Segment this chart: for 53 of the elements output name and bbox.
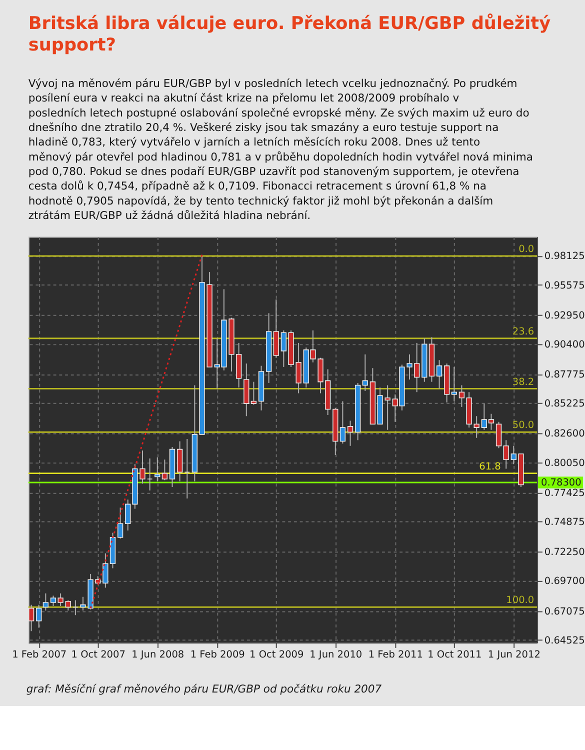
candlestick	[496, 421, 502, 449]
y-tick-label: 0.85225	[544, 398, 585, 410]
y-tick-label: 0.95575	[544, 280, 585, 292]
y-tick-label: 0.98125	[544, 251, 585, 262]
x-tick-label: 1 Feb 2007	[12, 650, 67, 661]
candlestick	[503, 440, 509, 470]
x-tick-label: 1 Oct 2007	[71, 650, 126, 661]
x-tick-label: 1 Jun 2012	[488, 650, 540, 661]
y-tick-label: 0.69700	[544, 576, 585, 588]
candlestick	[436, 360, 442, 390]
chart-title: Britská libra válcuje euro. Překoná EUR/GBP důležitý support?	[28, 13, 552, 56]
x-tick-label: 1 Oct 2011	[428, 650, 482, 661]
candlestick	[72, 600, 78, 616]
y-tick-label: 0.77425	[544, 488, 585, 499]
y-tick-label: 0.87775	[544, 370, 585, 381]
ref-line-label: 0.78300	[540, 477, 582, 488]
candlestick	[451, 366, 457, 402]
y-tick-label: 0.90400	[544, 340, 585, 351]
y-tick-label: 0.74875	[544, 517, 585, 528]
x-tick-label: 1 Oct 2009	[250, 650, 304, 661]
candlestick	[162, 459, 168, 481]
y-tick-label: 0.72250	[544, 547, 585, 558]
candlestick	[65, 600, 71, 612]
candlestick	[154, 456, 160, 482]
candlestick	[474, 416, 480, 438]
candlestick	[42, 592, 49, 612]
y-tick-label: 0.82600	[544, 428, 585, 440]
x-tick-label: 1 Jun 2008	[132, 650, 184, 661]
candlestick	[362, 354, 368, 392]
candlestick	[340, 400, 346, 444]
candlestick	[184, 438, 190, 499]
annotation: 0.0	[518, 244, 534, 256]
annotation: 38.2	[512, 376, 534, 388]
x-tick-label: 1 Jun 2010	[310, 650, 362, 661]
x-tick-label: 1 Feb 2011	[368, 650, 423, 661]
text: Vývoj na měnovém páru EUR/GBP byl v posledních letech vcelku jednoznačný. Po prudkém posílení eura v reakci na akutní část krize na přelomu let 2008/2009 probíhalo v posledních letech postupné oslabování společné evropské měny. Ze svých maxim už euro do dnešního dne ztratilo 20,4 %. Veškeré zisky jsou tak smazány a euro testuje support na hladině 0,783, který vytvářelo v jarních a letních měsících roku 2008. Dnes už tento měnový pár otevřel pod hladinou 0,781 a v průběhu dopoledních hodin vytvářel nová minima pod 0,780. Pokud se dnes podaří EUR/GBP uzavřít pod stanoveným supportem, je otevřena cesta dolů k 0,7454, případně až k 0,7109. Fibonacci retracement s úrovní 61,8 % na hodnotě 0,7905 napovídá, že by tento technický faktor již mohl být překonán a dalším ztrátám EUR/GBP už žádná důležitá hladina nebrání.	[28, 76, 533, 222]
annotation: 61.8	[479, 461, 501, 472]
candlestick	[146, 458, 153, 491]
candlestick	[28, 604, 34, 632]
candlestick	[36, 604, 42, 628]
y-tick-label: 0.92950	[544, 310, 585, 322]
annotation: 23.6	[512, 326, 534, 338]
candlestick	[176, 440, 183, 482]
y-tick-label: 0.67075	[544, 606, 585, 618]
annotation: 100.0	[506, 595, 534, 606]
x-tick-label: 1 Feb 2009	[190, 650, 245, 661]
candlestick	[117, 507, 124, 539]
y-tick-label: 0.64525	[544, 635, 585, 646]
candlestick	[347, 420, 354, 446]
y-tick-label: 0.80050	[544, 458, 585, 469]
candlestick	[250, 381, 257, 406]
annotation: 50.0	[512, 420, 534, 432]
text: graf: Měsíční graf měnového páru EUR/GBP od počátku roku 2007	[26, 682, 382, 696]
